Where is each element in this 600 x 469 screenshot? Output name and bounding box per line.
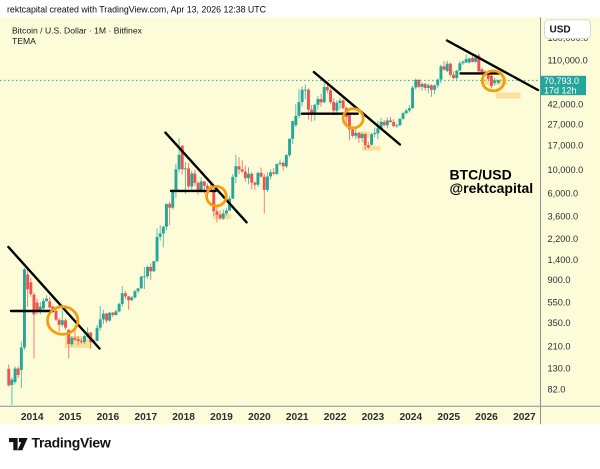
svg-text:10,000.0: 10,000.0 — [548, 165, 584, 175]
svg-text:2025: 2025 — [437, 412, 460, 423]
svg-text:rektcapital created with Tradi: rektcapital created with TradingView.com… — [7, 5, 267, 15]
svg-text:130.0: 130.0 — [548, 363, 571, 373]
svg-text:70,793.0: 70,793.0 — [544, 76, 579, 86]
svg-text:2022: 2022 — [324, 412, 347, 423]
svg-text:3,600.0: 3,600.0 — [548, 212, 579, 222]
svg-text:2018: 2018 — [172, 412, 195, 423]
svg-text:2020: 2020 — [248, 412, 271, 423]
svg-text:1,400.0: 1,400.0 — [548, 255, 579, 265]
svg-text:Bitcoin / U.S. Dollar · 1M · B: Bitcoin / U.S. Dollar · 1M · Bitfinex — [12, 26, 143, 36]
svg-text:2017: 2017 — [134, 412, 157, 423]
svg-text:6,000.0: 6,000.0 — [548, 188, 579, 198]
svg-text:USD: USD — [550, 24, 571, 35]
svg-text:42,000.0: 42,000.0 — [548, 99, 584, 109]
svg-text:2015: 2015 — [59, 412, 82, 423]
svg-text:110,000.0: 110,000.0 — [548, 56, 588, 66]
svg-text:2023: 2023 — [362, 412, 385, 423]
svg-text:2,200.0: 2,200.0 — [548, 234, 579, 244]
svg-text:2016: 2016 — [97, 412, 120, 423]
svg-text:@rektcapital: @rektcapital — [450, 180, 534, 196]
svg-text:27,000.0: 27,000.0 — [548, 120, 584, 130]
svg-text:17,000.0: 17,000.0 — [548, 141, 584, 151]
svg-text:TradingView: TradingView — [32, 435, 111, 451]
svg-text:2014: 2014 — [21, 412, 44, 423]
svg-text:2027: 2027 — [513, 412, 536, 423]
svg-text:TEMA: TEMA — [12, 36, 36, 46]
svg-text:82.0: 82.0 — [548, 384, 566, 394]
svg-text:17d 12h: 17d 12h — [544, 86, 577, 96]
svg-text:210.0: 210.0 — [548, 341, 571, 351]
svg-text:BTC/USD: BTC/USD — [450, 167, 512, 183]
svg-text:350.0: 350.0 — [548, 318, 571, 328]
svg-text:550.0: 550.0 — [548, 297, 571, 307]
svg-text:2024: 2024 — [399, 412, 422, 423]
svg-text:2019: 2019 — [210, 412, 233, 423]
svg-text:900.0: 900.0 — [548, 275, 571, 285]
svg-text:2021: 2021 — [286, 412, 309, 423]
svg-text:2026: 2026 — [475, 412, 498, 423]
